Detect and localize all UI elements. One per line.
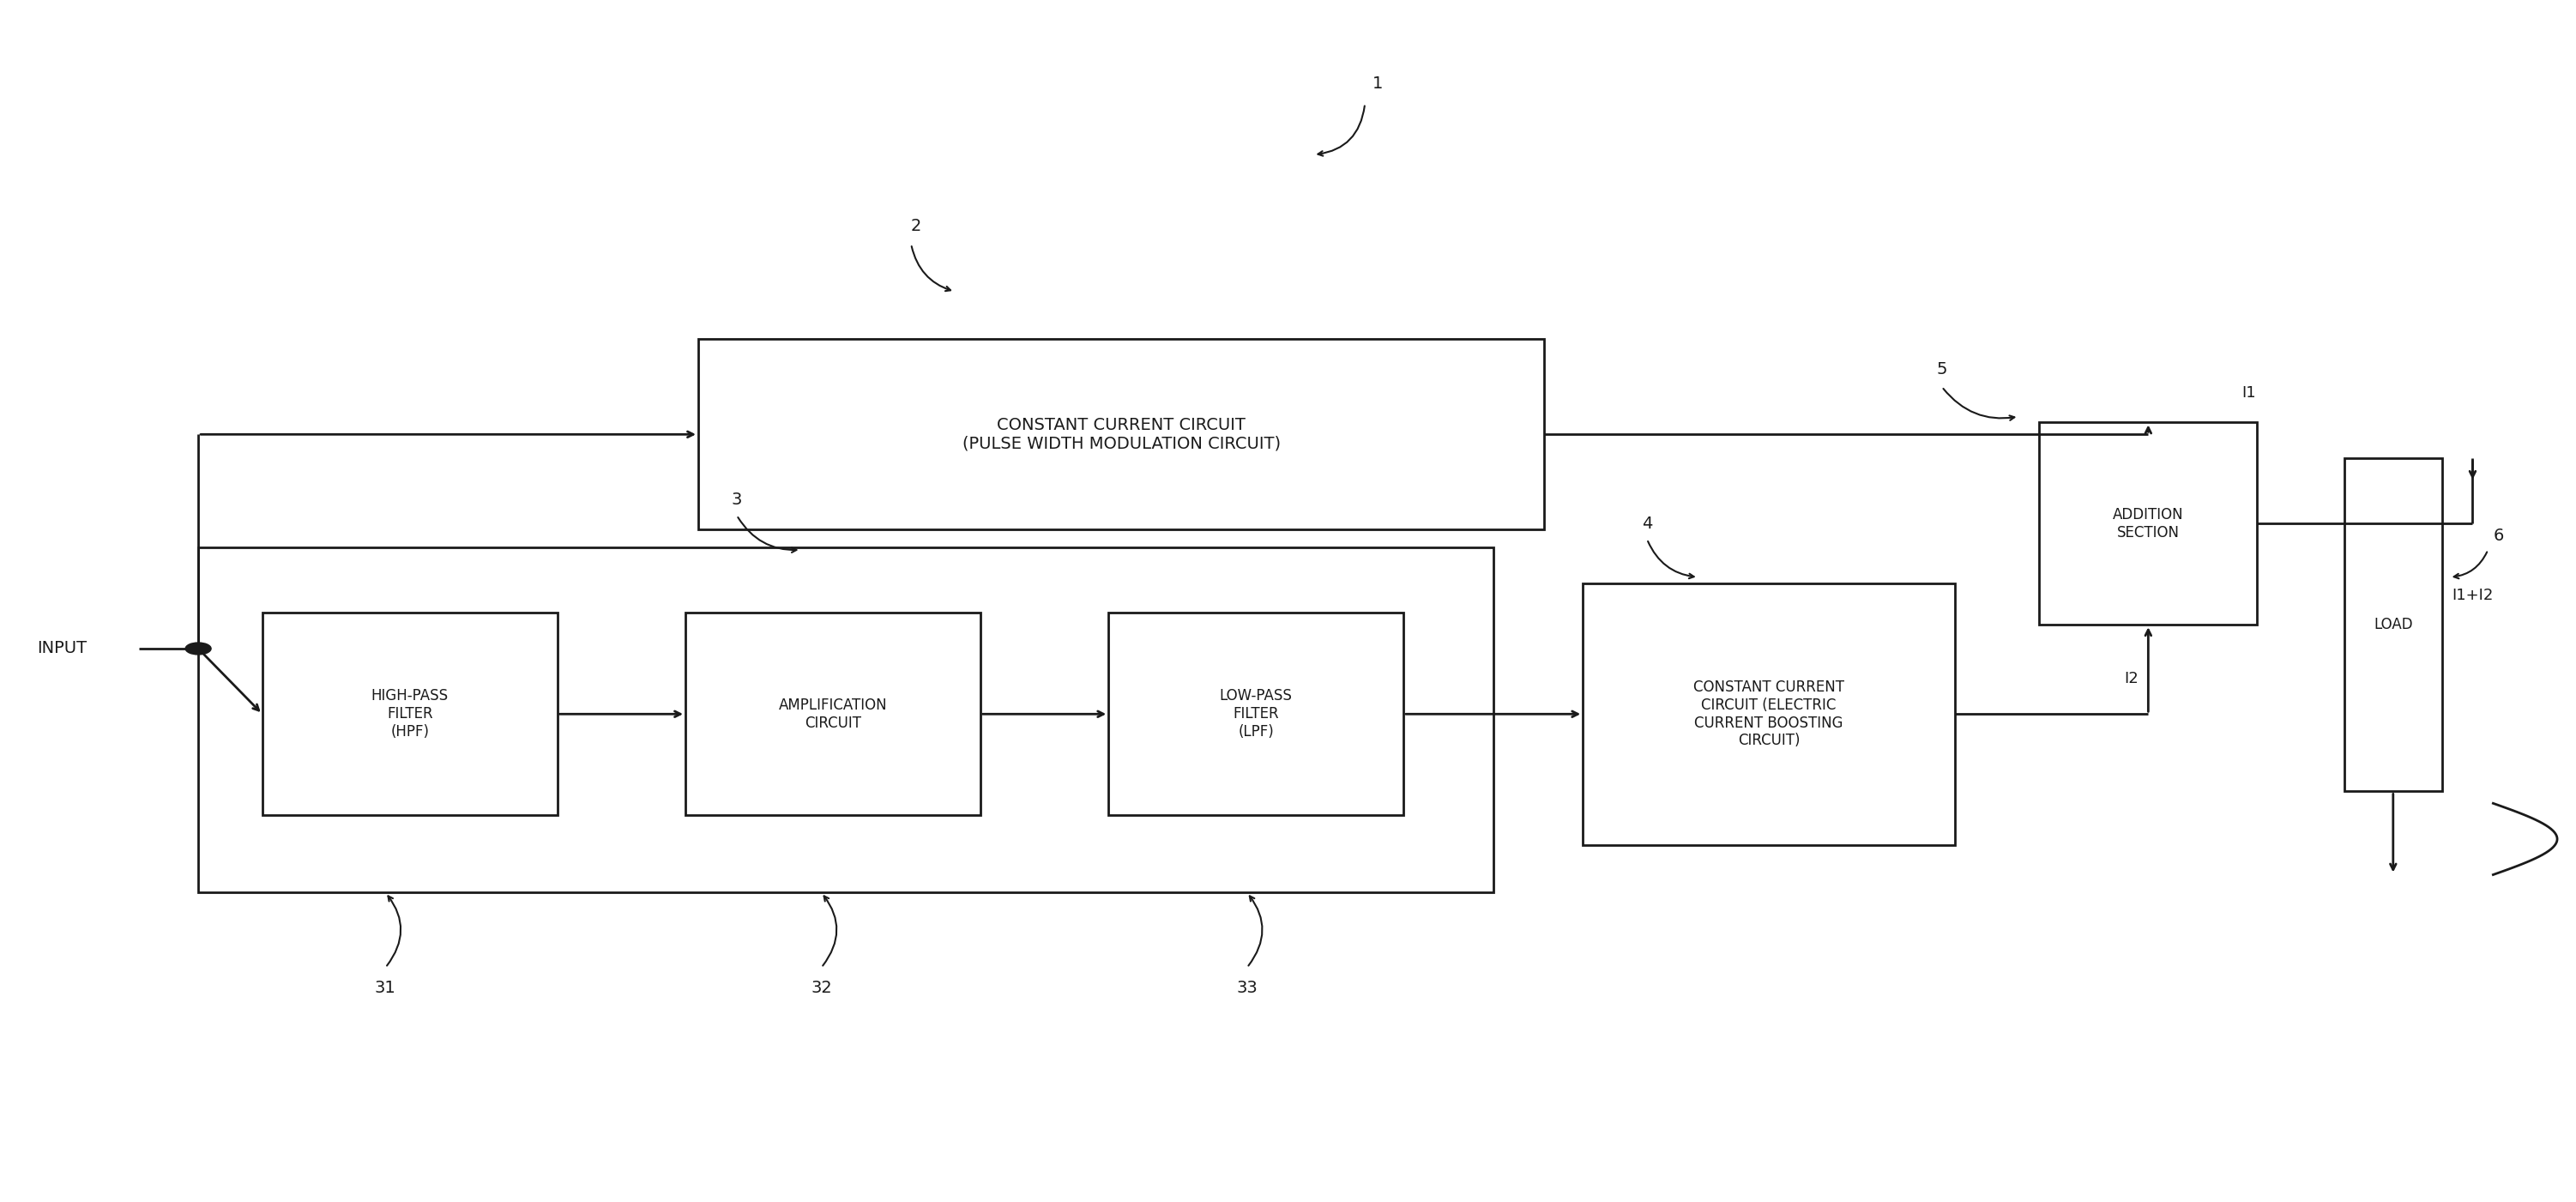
Text: 6: 6 xyxy=(2494,528,2504,543)
Text: CONSTANT CURRENT
CIRCUIT (ELECTRIC
CURRENT BOOSTING
CIRCUIT): CONSTANT CURRENT CIRCUIT (ELECTRIC CURRE… xyxy=(1692,679,1844,749)
Text: ADDITION
SECTION: ADDITION SECTION xyxy=(2112,507,2184,540)
FancyBboxPatch shape xyxy=(1108,613,1404,815)
Text: 4: 4 xyxy=(1641,516,1651,531)
FancyBboxPatch shape xyxy=(2040,422,2257,625)
Text: I2: I2 xyxy=(2123,671,2138,686)
FancyBboxPatch shape xyxy=(1582,583,1955,845)
Text: AMPLIFICATION
CIRCUIT: AMPLIFICATION CIRCUIT xyxy=(778,697,886,731)
Text: 3: 3 xyxy=(732,492,742,508)
Text: INPUT: INPUT xyxy=(36,641,88,656)
Text: I1: I1 xyxy=(2241,385,2257,400)
Text: 5: 5 xyxy=(1937,361,1947,377)
Text: I1+I2: I1+I2 xyxy=(2452,588,2494,602)
Text: HIGH-PASS
FILTER
(HPF): HIGH-PASS FILTER (HPF) xyxy=(371,689,448,739)
Circle shape xyxy=(185,643,211,655)
FancyBboxPatch shape xyxy=(685,613,981,815)
FancyBboxPatch shape xyxy=(698,339,1546,530)
Text: 1: 1 xyxy=(1373,76,1383,91)
FancyBboxPatch shape xyxy=(2344,458,2442,791)
Text: 33: 33 xyxy=(1236,980,1257,996)
Text: LOW-PASS
FILTER
(LPF): LOW-PASS FILTER (LPF) xyxy=(1218,689,1293,739)
Text: 31: 31 xyxy=(376,980,397,996)
Text: LOAD: LOAD xyxy=(2372,617,2414,632)
Text: 32: 32 xyxy=(811,980,832,996)
Text: CONSTANT CURRENT CIRCUIT
(PULSE WIDTH MODULATION CIRCUIT): CONSTANT CURRENT CIRCUIT (PULSE WIDTH MO… xyxy=(963,417,1280,452)
FancyBboxPatch shape xyxy=(263,613,556,815)
Text: 2: 2 xyxy=(912,218,922,234)
